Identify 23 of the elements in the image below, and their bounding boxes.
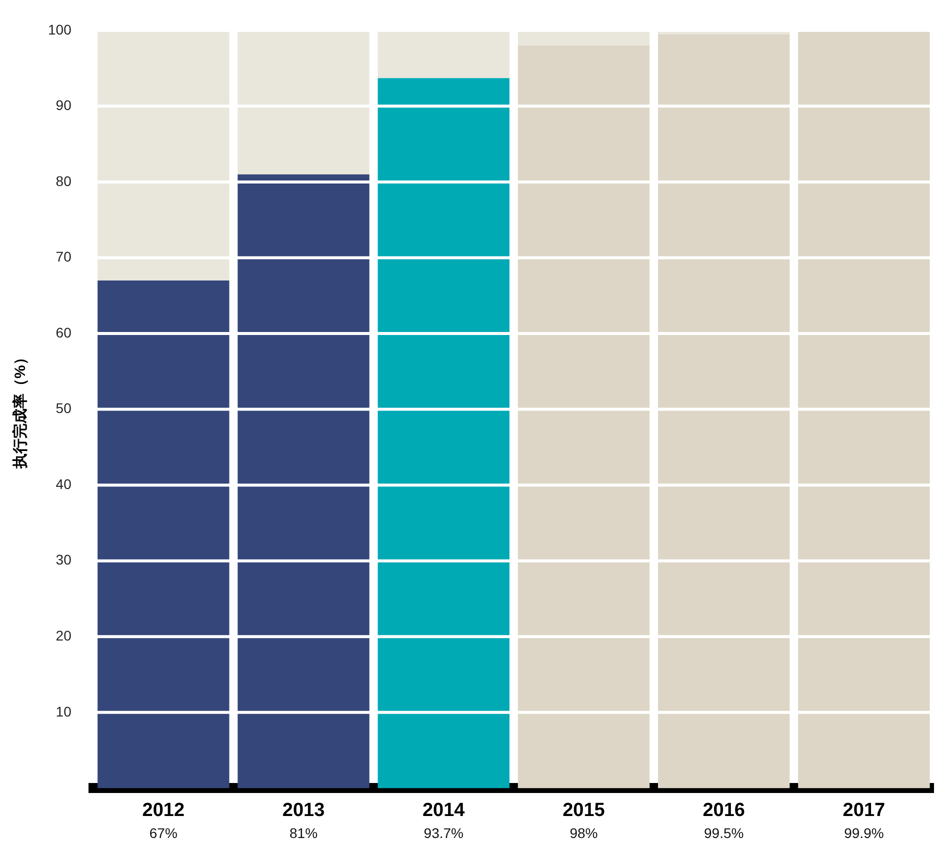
data-label: 81% (290, 824, 318, 841)
x-tick-label: 2016 (702, 800, 745, 821)
data-label: 67% (149, 824, 178, 841)
y-tick-label: 70 (56, 248, 72, 265)
data-label: 93.7% (424, 824, 464, 841)
data-label: 99.5% (704, 824, 744, 841)
y-tick-label: 100 (48, 21, 72, 38)
data-label: 99.9% (844, 824, 884, 841)
y-tick-label: 60 (56, 324, 72, 340)
y-tick-label: 10 (56, 703, 72, 720)
y-tick-label: 40 (56, 476, 72, 492)
x-tick-label: 2017 (842, 800, 886, 821)
x-tick-label: 2015 (562, 800, 606, 821)
x-tick-label: 2014 (422, 800, 466, 821)
y-tick-label: 30 (56, 552, 72, 568)
y-tick-label: 50 (56, 400, 72, 416)
x-tick-label: 2013 (282, 800, 325, 821)
y-tick-label: 80 (56, 172, 72, 189)
y-axis-title: 执行完成率（%） (11, 350, 30, 470)
y-tick-label: 90 (56, 97, 72, 114)
x-tick-label: 2012 (142, 800, 185, 821)
y-tick-label: 20 (56, 628, 72, 644)
data-label: 98% (570, 824, 598, 841)
